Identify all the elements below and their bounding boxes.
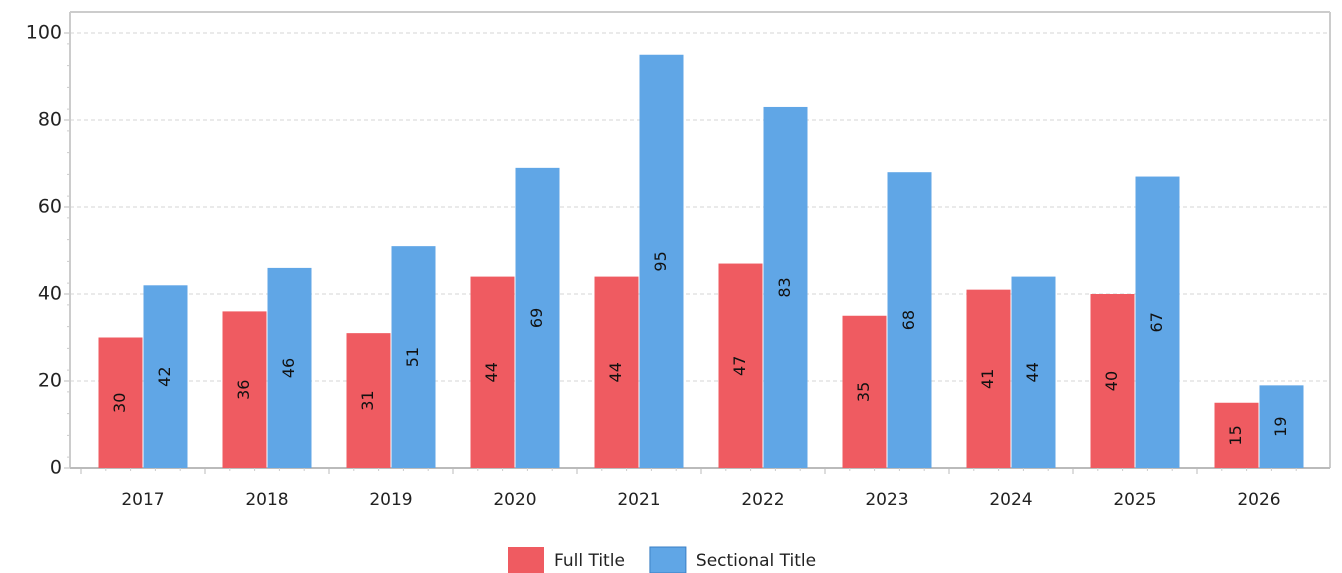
bar [763, 106, 808, 468]
y-tick-label: 80 [38, 109, 62, 131]
value-label: 36 [234, 380, 253, 400]
bar [1135, 176, 1180, 469]
x-tick-label: 2021 [617, 490, 660, 510]
value-label: 15 [1226, 425, 1245, 445]
value-label: 19 [1271, 416, 1290, 436]
bar [594, 276, 639, 468]
value-label: 69 [527, 308, 546, 328]
value-label: 42 [155, 366, 174, 386]
bar [470, 276, 515, 468]
value-label: 83 [775, 277, 794, 297]
value-label: 41 [978, 369, 997, 389]
bar [391, 246, 436, 468]
legend-swatch [508, 547, 544, 573]
bar [143, 285, 188, 468]
legend-swatch [649, 546, 687, 573]
bar [1259, 385, 1304, 468]
value-label: 67 [1147, 312, 1166, 332]
bar [222, 311, 267, 468]
x-tick-label: 2023 [865, 490, 908, 510]
y-tick-label: 100 [26, 22, 62, 44]
y-tick-label: 20 [38, 370, 62, 392]
value-label: 30 [110, 393, 129, 413]
y-tick-label: 40 [38, 283, 62, 305]
value-label: 44 [1023, 362, 1042, 382]
x-tick-label: 2025 [1113, 490, 1156, 510]
x-tick-label: 2018 [245, 490, 288, 510]
bar [966, 289, 1011, 468]
legend-label: Sectional Title [696, 551, 816, 571]
x-tick-label: 2017 [121, 490, 164, 510]
value-label: 46 [279, 358, 298, 378]
value-label: 47 [730, 356, 749, 376]
bar [718, 263, 763, 468]
bar [515, 167, 560, 468]
bar [639, 54, 684, 468]
legend-label: Full Title [554, 551, 625, 571]
bar [1090, 294, 1135, 468]
x-tick-label: 2022 [741, 490, 784, 510]
value-label: 35 [854, 382, 873, 402]
value-label: 95 [651, 251, 670, 271]
value-label: 51 [403, 347, 422, 367]
x-tick-label: 2024 [989, 490, 1032, 510]
bar [1011, 276, 1056, 468]
x-tick-label: 2020 [493, 490, 536, 510]
bar [98, 337, 143, 468]
y-tick-label: 60 [38, 196, 62, 218]
value-label: 68 [899, 310, 918, 330]
bar [267, 267, 312, 468]
bar [842, 315, 887, 468]
x-tick-label: 2019 [369, 490, 412, 510]
bar [346, 333, 391, 468]
value-label: 44 [482, 362, 501, 382]
y-tick-label: 0 [50, 457, 62, 479]
value-label: 44 [606, 362, 625, 382]
value-label: 40 [1102, 371, 1121, 391]
bar [1214, 402, 1259, 468]
value-label: 31 [358, 390, 377, 410]
bar [887, 172, 932, 468]
x-tick-label: 2026 [1237, 490, 1280, 510]
